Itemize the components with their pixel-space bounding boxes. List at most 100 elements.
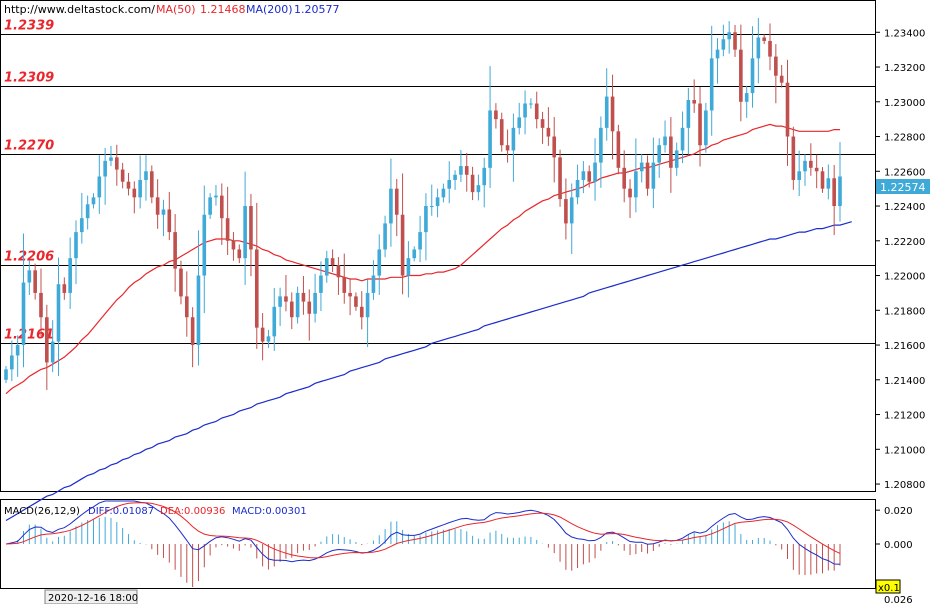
- candle-up: [389, 188, 393, 224]
- current-price-box: [876, 179, 930, 194]
- candle-up: [243, 206, 247, 259]
- scale-box[interactable]: [875, 579, 901, 594]
- candle-down: [494, 110, 498, 120]
- candle-up: [313, 292, 317, 314]
- candle-up: [103, 160, 107, 177]
- candle-down: [190, 317, 195, 346]
- candle-down: [739, 49, 743, 102]
- candle-up: [424, 206, 428, 233]
- price-tick-label: 1.22400: [884, 202, 925, 213]
- price-tick-label: 1.20800: [884, 480, 925, 491]
- candle-up: [744, 93, 749, 102]
- macd-value: MACD:0.00301: [232, 506, 307, 517]
- candle-up: [756, 37, 761, 59]
- candle-up: [202, 214, 207, 276]
- candle-up: [453, 174, 457, 180]
- candle-up: [441, 188, 446, 198]
- candle-up: [593, 162, 597, 182]
- candle-up: [138, 179, 142, 198]
- candle-down: [260, 327, 265, 342]
- candle-down: [774, 56, 778, 76]
- candle-down: [622, 167, 627, 189]
- ma200-series: [5, 221, 852, 522]
- candle-up: [529, 103, 533, 105]
- ma50-series: [5, 123, 840, 395]
- candle-up: [214, 195, 218, 198]
- candle-up: [523, 103, 527, 118]
- candle-up: [657, 145, 662, 163]
- candle-up: [826, 178, 831, 189]
- current-price-label: 1.22574: [880, 181, 926, 194]
- macd-dea: DEA:0.00936: [160, 506, 225, 517]
- candle-down: [45, 317, 49, 363]
- candle-down: [558, 157, 562, 200]
- candle-down: [336, 265, 341, 278]
- candle-up: [575, 179, 580, 198]
- candle-down: [254, 249, 259, 328]
- candle-up: [161, 209, 166, 215]
- candle-down: [546, 127, 551, 137]
- candle-up: [663, 136, 667, 146]
- price-tick-label: 1.21600: [884, 341, 925, 352]
- candle-down: [464, 166, 469, 175]
- candle-up: [435, 197, 440, 207]
- candle-down: [814, 167, 819, 172]
- candle-down: [645, 162, 650, 189]
- candle-up: [319, 275, 323, 293]
- candle-down: [791, 136, 796, 180]
- candle-up: [488, 110, 492, 168]
- ma200-label: MA(200): [246, 3, 293, 16]
- candle-down: [330, 258, 335, 266]
- price-tick-label: 1.23000: [884, 98, 925, 109]
- candle-down: [394, 188, 399, 215]
- candle-up: [412, 249, 417, 259]
- macd-cut-label: 0.026: [884, 595, 913, 604]
- level-label: 1.2206: [4, 250, 54, 265]
- candle-up: [715, 49, 720, 59]
- candle-down: [120, 169, 125, 182]
- candle-down: [832, 178, 836, 207]
- candle-down: [809, 160, 813, 168]
- candle-down: [499, 119, 504, 146]
- candle-up: [447, 179, 452, 189]
- price-tick-label: 1.22000: [884, 272, 925, 283]
- candle-up: [838, 176, 842, 207]
- candle-up: [429, 206, 434, 208]
- candle-down: [167, 209, 172, 233]
- candle-up: [295, 292, 300, 318]
- candle-down: [692, 100, 697, 104]
- price-pane[interactable]: [0, 0, 876, 492]
- level-label: 1.2309: [4, 71, 54, 86]
- candle-up: [680, 127, 685, 151]
- macd-tick-label: 0.000: [884, 540, 913, 551]
- price-tick-label: 1.21800: [884, 306, 925, 317]
- candle-down: [354, 296, 358, 307]
- candle-up: [727, 32, 731, 40]
- candle-down: [820, 171, 825, 189]
- macd-diff: DIFF:0.01087: [88, 506, 154, 517]
- candle-up: [68, 258, 72, 293]
- price-tick-label: 1.21000: [884, 445, 925, 456]
- candle-up: [208, 197, 212, 215]
- candle-down: [126, 181, 131, 189]
- candle-up: [144, 171, 148, 180]
- candle-down: [301, 292, 306, 302]
- macd-dea-line: [5, 502, 841, 559]
- candle-up: [569, 197, 574, 224]
- candle-down: [552, 136, 557, 158]
- candle-up: [377, 249, 382, 276]
- candle-down: [669, 136, 673, 168]
- source-url: http://www.deltastock.com/: [4, 3, 155, 16]
- candle-down: [400, 214, 405, 276]
- candle-up: [686, 100, 691, 128]
- candle-up: [266, 336, 271, 342]
- price-tick-label: 1.22200: [884, 237, 925, 248]
- candle-up: [272, 306, 277, 337]
- candle-up: [634, 171, 638, 198]
- candle-down: [231, 240, 236, 250]
- candle-down: [534, 103, 539, 120]
- candle-up: [803, 160, 807, 172]
- price-tick-label: 1.23200: [884, 63, 925, 74]
